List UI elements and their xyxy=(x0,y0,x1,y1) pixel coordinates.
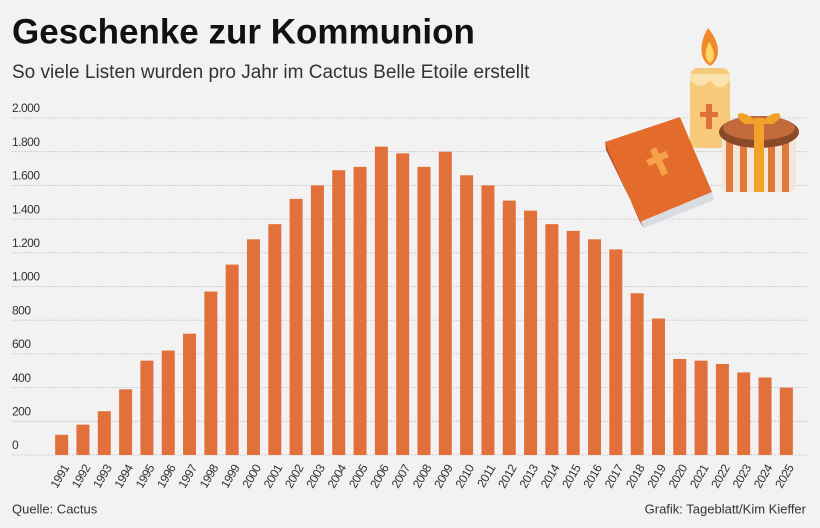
x-tick-label: 1997 xyxy=(175,461,200,490)
bar xyxy=(715,364,729,455)
x-tick-label: 1996 xyxy=(154,461,179,490)
x-tick-label: 2018 xyxy=(623,461,648,490)
x-tick-label: 2000 xyxy=(239,461,264,490)
x-tick-label: 2012 xyxy=(495,461,520,490)
illustration xyxy=(605,28,799,228)
x-tick-label: 2011 xyxy=(474,461,498,489)
x-tick-label: 1993 xyxy=(90,461,115,490)
source: Quelle: Cactus xyxy=(12,501,98,516)
bar xyxy=(161,350,175,455)
bar xyxy=(694,360,708,455)
x-tick-label: 2014 xyxy=(538,461,563,490)
x-tick-label: 1995 xyxy=(133,461,158,490)
x-tick-label: 2015 xyxy=(559,461,584,490)
y-tick-label: 200 xyxy=(12,404,31,418)
bar xyxy=(502,200,516,455)
credit: Grafik: Tageblatt/Kim Kieffer xyxy=(645,501,807,516)
y-tick-label: 600 xyxy=(12,337,31,351)
bar xyxy=(609,249,623,455)
x-tick-label: 2003 xyxy=(303,461,328,490)
bar xyxy=(524,210,538,455)
y-tick-label: 1.200 xyxy=(12,236,40,250)
bar xyxy=(310,185,324,455)
bar xyxy=(545,224,559,455)
x-tick-label: 1992 xyxy=(69,461,94,490)
chart-title: Geschenke zur Kommunion xyxy=(12,12,475,51)
x-tick-label: 2020 xyxy=(666,461,691,490)
bar xyxy=(779,387,793,455)
bar xyxy=(651,318,665,455)
x-tick-label: 2024 xyxy=(751,461,776,490)
bar xyxy=(332,170,346,456)
x-tick-label: 2013 xyxy=(516,461,541,490)
bar xyxy=(460,175,474,456)
y-tick-label: 1.800 xyxy=(12,135,40,149)
x-tick-label: 1994 xyxy=(111,461,136,490)
bar xyxy=(289,198,303,455)
y-tick-label: 2.000 xyxy=(12,101,40,115)
x-tick-label: 2008 xyxy=(410,461,435,490)
bar xyxy=(588,239,602,455)
bar xyxy=(566,230,580,455)
bar xyxy=(183,333,197,455)
bar xyxy=(119,389,133,455)
bar xyxy=(396,153,410,455)
y-tick-label: 1.000 xyxy=(12,270,40,284)
y-tick-label: 1.400 xyxy=(12,202,40,216)
x-tick-label: 2021 xyxy=(687,461,712,490)
x-tick-label: 1999 xyxy=(218,461,243,490)
x-tick-label: 2009 xyxy=(431,461,456,490)
bar xyxy=(268,224,282,455)
bar xyxy=(673,358,687,455)
x-tick-label: 2006 xyxy=(367,461,392,490)
x-tick-label: 2002 xyxy=(282,461,307,490)
x-tick-label: 2019 xyxy=(644,461,669,490)
x-tick-label: 2004 xyxy=(325,461,350,490)
bar xyxy=(353,166,367,456)
x-tick-label: 2010 xyxy=(452,461,477,490)
bar xyxy=(246,239,260,455)
bar xyxy=(204,291,218,455)
bar xyxy=(97,411,111,455)
y-tick-label: 0 xyxy=(12,438,19,452)
x-tick-label: 2023 xyxy=(730,461,755,490)
bar xyxy=(140,360,154,455)
bar xyxy=(76,424,90,455)
x-tick-label: 2007 xyxy=(389,461,414,490)
bar xyxy=(55,434,69,455)
x-tick-label: 2025 xyxy=(772,461,797,490)
bar xyxy=(417,166,431,456)
x-tick-label: 2001 xyxy=(261,461,286,490)
y-tick-label: 400 xyxy=(12,371,31,385)
x-tick-label: 2022 xyxy=(708,461,733,490)
x-tick-label: 2017 xyxy=(602,461,627,490)
x-tick-label: 2016 xyxy=(580,461,605,490)
bar xyxy=(225,264,239,455)
x-tick-label: 1998 xyxy=(197,461,222,490)
x-tick-label: 2005 xyxy=(346,461,371,490)
bar xyxy=(438,151,452,455)
bar xyxy=(630,293,644,455)
chart-subtitle: So viele Listen wurden pro Jahr im Cactu… xyxy=(12,62,530,83)
y-tick-label: 800 xyxy=(12,303,31,317)
bar xyxy=(737,372,751,455)
x-tick-label: 1991 xyxy=(48,461,73,490)
bar xyxy=(758,377,772,455)
bar xyxy=(374,146,388,455)
bar xyxy=(481,185,495,455)
y-tick-label: 1.600 xyxy=(12,169,40,183)
